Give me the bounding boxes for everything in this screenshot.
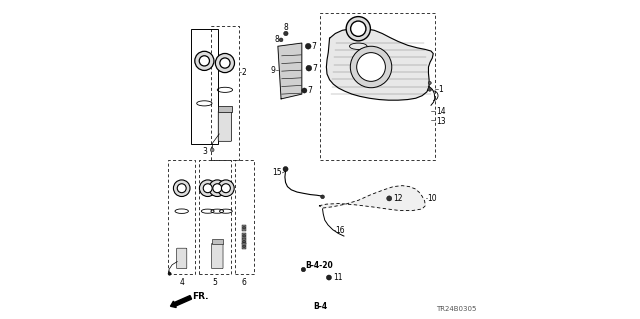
Bar	[242, 225, 246, 231]
Circle shape	[428, 81, 431, 85]
FancyBboxPatch shape	[212, 243, 223, 269]
Circle shape	[306, 65, 312, 71]
Text: 4: 4	[179, 278, 184, 287]
Circle shape	[362, 57, 381, 77]
Circle shape	[195, 51, 214, 70]
Bar	[320, 13, 435, 160]
Text: 8: 8	[274, 35, 279, 44]
Circle shape	[243, 234, 245, 237]
Text: 5: 5	[212, 278, 217, 287]
Circle shape	[387, 196, 392, 201]
FancyBboxPatch shape	[218, 111, 232, 141]
Bar	[212, 239, 223, 244]
Circle shape	[351, 21, 366, 36]
Polygon shape	[278, 43, 302, 99]
FancyBboxPatch shape	[177, 248, 187, 269]
Text: TR24B0305: TR24B0305	[436, 306, 476, 312]
Text: 7: 7	[308, 86, 312, 95]
FancyArrow shape	[170, 296, 191, 308]
Circle shape	[356, 53, 385, 81]
Text: 7: 7	[312, 42, 316, 51]
Text: 8: 8	[284, 23, 288, 32]
Text: 11: 11	[333, 273, 342, 282]
Circle shape	[279, 38, 283, 42]
Bar	[242, 243, 246, 249]
Bar	[191, 29, 218, 144]
Bar	[242, 239, 246, 244]
Circle shape	[216, 54, 234, 73]
Circle shape	[218, 180, 234, 197]
Text: 6: 6	[242, 278, 246, 287]
Circle shape	[302, 88, 307, 93]
Text: 3: 3	[202, 147, 207, 156]
Circle shape	[200, 180, 216, 197]
Circle shape	[243, 240, 245, 243]
Text: 12: 12	[393, 194, 402, 203]
Polygon shape	[319, 186, 425, 211]
Circle shape	[211, 148, 214, 152]
Circle shape	[168, 272, 171, 275]
Circle shape	[284, 31, 288, 36]
Text: FR.: FR.	[193, 292, 209, 300]
Circle shape	[213, 184, 221, 193]
Text: B-4-20: B-4-20	[305, 261, 333, 270]
Text: 14: 14	[436, 107, 445, 115]
Circle shape	[177, 184, 186, 193]
Circle shape	[243, 226, 245, 229]
Circle shape	[173, 180, 190, 197]
Circle shape	[220, 58, 230, 68]
Polygon shape	[326, 29, 433, 100]
Bar	[242, 233, 246, 239]
Text: 10: 10	[427, 194, 436, 203]
Circle shape	[283, 167, 288, 172]
Bar	[168, 160, 195, 274]
Circle shape	[305, 43, 311, 49]
Bar	[211, 26, 239, 160]
Text: B-4: B-4	[313, 302, 327, 311]
Circle shape	[199, 56, 209, 66]
Text: 7: 7	[312, 64, 317, 73]
Circle shape	[346, 17, 371, 41]
Circle shape	[301, 267, 306, 272]
Bar	[199, 160, 230, 274]
Text: 16: 16	[335, 226, 345, 235]
Circle shape	[321, 195, 324, 199]
Circle shape	[221, 184, 230, 193]
Circle shape	[428, 87, 431, 91]
Text: 2: 2	[241, 68, 246, 77]
Circle shape	[326, 275, 332, 280]
Circle shape	[350, 46, 392, 88]
Circle shape	[209, 180, 225, 197]
Circle shape	[243, 245, 245, 248]
Text: 13: 13	[436, 117, 445, 126]
Text: 1: 1	[438, 85, 443, 93]
Text: 15: 15	[272, 168, 282, 177]
Text: 9: 9	[271, 66, 275, 75]
Bar	[218, 106, 232, 112]
Bar	[234, 160, 253, 274]
Circle shape	[204, 184, 212, 193]
